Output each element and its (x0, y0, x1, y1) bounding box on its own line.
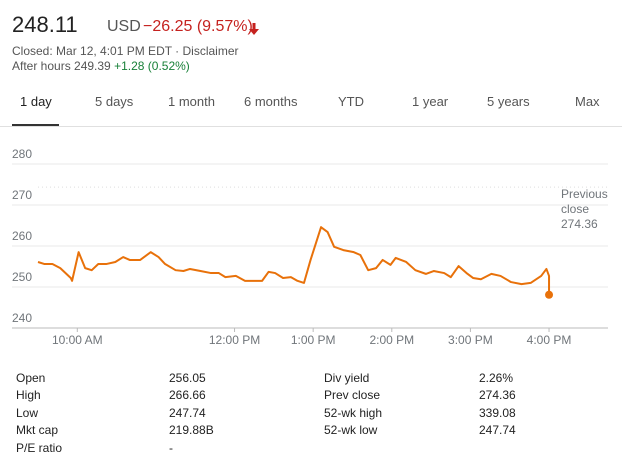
last-price-dot (545, 290, 554, 299)
closed-info: Closed: Mar 12, 4:01 PM EDT · Disclaimer (12, 44, 239, 58)
range-tab[interactable]: 1 day (20, 94, 52, 109)
y-tick-label: 250 (12, 270, 32, 284)
stat-label: 52-wk low (324, 423, 378, 438)
after-hours-label: After hours 249.39 (12, 59, 111, 73)
stat-value: - (169, 440, 173, 455)
range-tab[interactable]: 1 month (168, 94, 215, 109)
x-tick-label: 1:00 PM (291, 333, 336, 347)
change: −26.25 (9.57%) (143, 18, 253, 35)
range-tab[interactable]: 5 days (95, 94, 134, 109)
stat-value: 274.36 (479, 388, 516, 403)
active-tab-indicator (12, 124, 59, 126)
y-tick-label: 240 (12, 311, 32, 325)
tabs-divider (0, 126, 622, 127)
range-tab[interactable]: 1 year (412, 94, 449, 109)
stats-row: Mkt cap 219.88B 52-wk low 247.74 (16, 422, 599, 440)
stat-value: 247.74 (169, 405, 206, 420)
range-tab[interactable]: 5 years (487, 94, 530, 109)
stats-table: Open 256.05 Div yield 2.26% High 266.66 Prev c… (16, 369, 599, 457)
stat-label: Mkt cap (16, 423, 59, 438)
stats-row: High 266.66 Prev close 274.36 (16, 387, 599, 405)
x-tick-label: 12:00 PM (209, 333, 260, 347)
stats-row: Low 247.74 52-wk high 339.08 (16, 404, 599, 422)
x-tick-label: 2:00 PM (369, 333, 414, 347)
stat-value: 256.05 (169, 370, 206, 385)
down-arrow (249, 23, 259, 35)
stat-value: 2.26% (479, 370, 514, 385)
stat-value: 247.74 (479, 423, 516, 438)
stat-label: P/E ratio (16, 440, 63, 455)
y-tick-label: 270 (12, 188, 32, 202)
prev-close-text: Previous close (561, 187, 608, 216)
stat-label: High (16, 388, 41, 403)
y-tick-label: 260 (12, 229, 32, 243)
range-tab[interactable]: 6 months (244, 94, 298, 109)
stat-value: 266.66 (169, 388, 206, 403)
stats-row: P/E ratio - (16, 439, 599, 457)
after-hours-change: +1.28 (0.52%) (114, 59, 190, 73)
price: 248.11 (12, 12, 78, 37)
price-line (37, 226, 551, 295)
x-tick-label: 4:00 PM (527, 333, 572, 347)
prev-close-label: Previous close 274.36 (561, 187, 619, 232)
after-hours: After hours 249.39 +1.28 (0.52%) (12, 59, 190, 73)
stat-label: Low (16, 405, 39, 420)
x-tick-label: 10:00 AM (52, 333, 103, 347)
prev-close-value: 274.36 (561, 217, 598, 231)
stat-label: 52-wk high (324, 405, 383, 420)
x-tick-label: 3:00 PM (448, 333, 493, 347)
range-tab[interactable]: Max (575, 94, 600, 109)
range-tab[interactable]: YTD (338, 94, 364, 109)
stats-row: Open 256.05 Div yield 2.26% (16, 369, 599, 387)
stat-value: 219.88B (169, 423, 214, 438)
stat-label: Div yield (324, 370, 370, 385)
y-tick-label: 280 (12, 147, 32, 161)
stat-label: Open (16, 370, 46, 385)
stat-label: Prev close (324, 388, 381, 403)
currency: USD (107, 18, 141, 35)
chart: 240 250 260 270 280 10:00 AM 12:00 PM 1:00 PM 2:… (12, 147, 608, 347)
stat-value: 339.08 (479, 405, 516, 420)
